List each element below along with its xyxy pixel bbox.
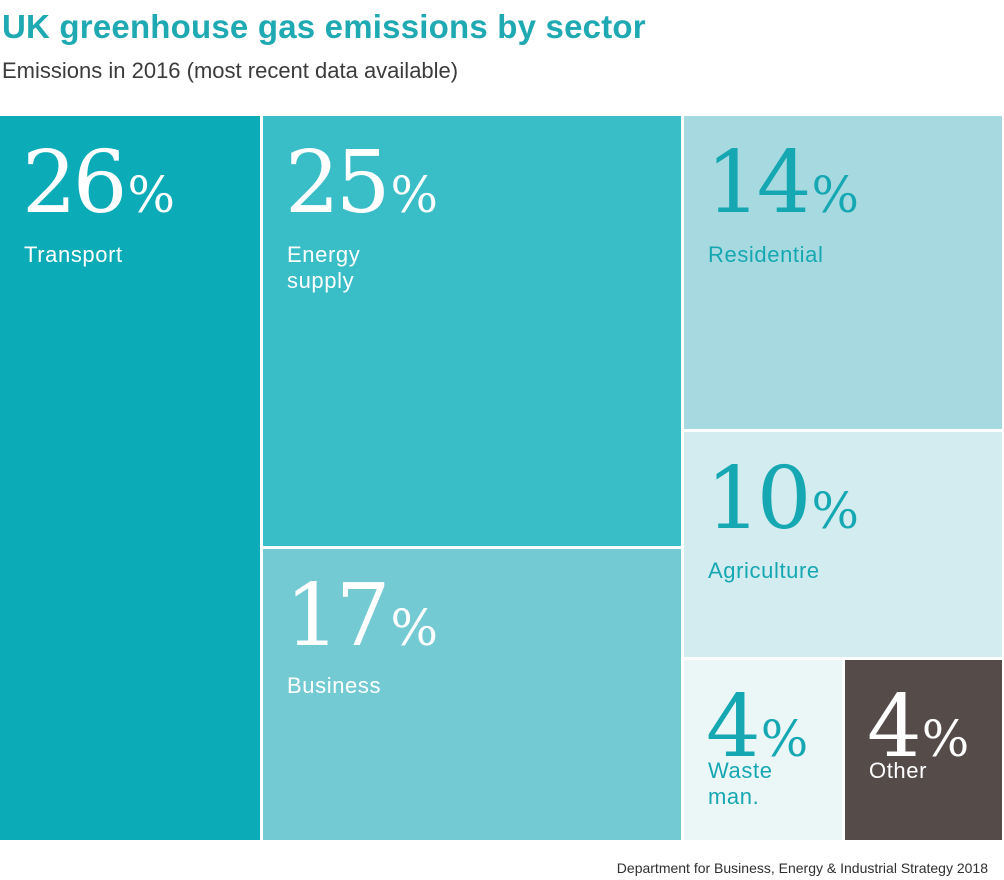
tile-value: 26 [22, 133, 127, 233]
percent-symbol: % [760, 710, 809, 768]
percent-symbol: % [127, 166, 175, 224]
tile-value: 17 [285, 566, 390, 666]
tile-value: 4 [706, 677, 761, 777]
tile-transport: 26% Transport [0, 116, 260, 840]
tile-label: Energy supply [287, 242, 361, 293]
tile-value: 25 [285, 133, 390, 233]
tile-label: Transport [24, 242, 123, 267]
percent-symbol: % [921, 710, 970, 768]
tile-percentage: 25% [285, 140, 438, 226]
tile-label: Residential [708, 242, 824, 267]
tile-percentage: 10% [706, 456, 859, 542]
tile-value: 10 [706, 449, 811, 549]
tile-business: 17% Business [263, 549, 681, 840]
tile-residential: 14% Residential [684, 116, 1002, 429]
tile-percentage: 4% [706, 684, 808, 770]
tile-label: Other [869, 758, 928, 783]
tile-value: 4 [867, 677, 922, 777]
tile-energy-supply: 25% Energy supply [263, 116, 681, 546]
tile-label: Business [287, 673, 382, 698]
tile-label: Agriculture [708, 558, 820, 583]
percent-symbol: % [390, 166, 438, 224]
tile-percentage: 26% [22, 140, 175, 226]
tile-percentage: 4% [867, 684, 969, 770]
source-note: Department for Business, Energy & Indust… [616, 860, 988, 876]
percent-symbol: % [811, 166, 859, 224]
tile-other: 4% Other [845, 660, 1002, 840]
tile-label: Waste man. [708, 758, 773, 809]
treemap-chart: 26% Transport 25% Energy supply 17% Business 1… [0, 116, 1004, 842]
tile-percentage: 17% [285, 573, 438, 659]
tile-value: 14 [706, 133, 811, 233]
percent-symbol: % [811, 482, 859, 540]
percent-symbol: % [390, 599, 438, 657]
tile-waste-man: 4% Waste man. [684, 660, 842, 840]
tile-percentage: 14% [706, 140, 859, 226]
tile-agriculture: 10% Agriculture [684, 432, 1002, 657]
chart-subtitle: Emissions in 2016 (most recent data avai… [2, 58, 459, 83]
chart-title: UK greenhouse gas emissions by sector [2, 8, 646, 45]
